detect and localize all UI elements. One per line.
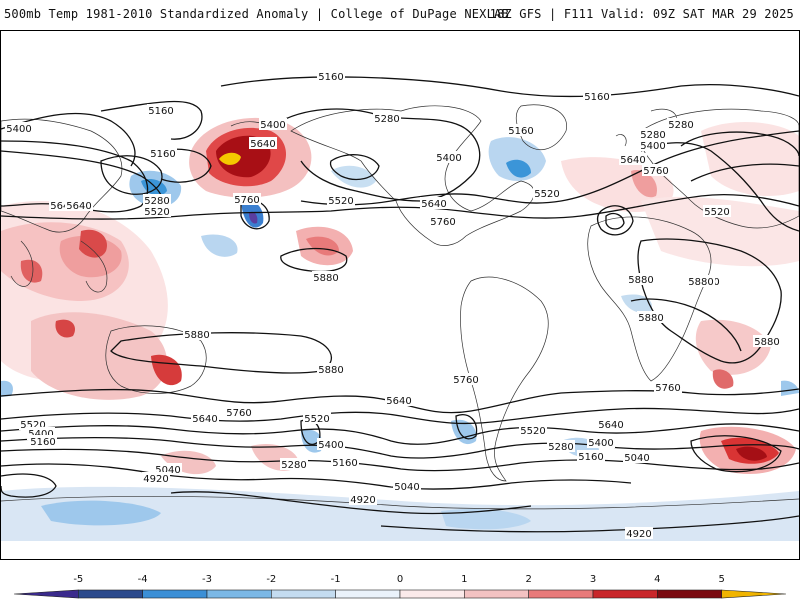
colorbar-segment <box>206 589 272 599</box>
contour-label: 5520 <box>20 420 45 431</box>
colorbar-segment <box>399 589 465 599</box>
colorbar-segment <box>592 589 658 599</box>
colorbar: -5 -4 -3 -2 -1 0 1 2 3 4 5 <box>0 568 800 600</box>
colorbar-arrow-high <box>721 589 787 599</box>
model-run-info: 18Z GFS | F111 Valid: 09Z SAT MAR 29 202… <box>489 7 794 21</box>
contour-label: 5280 <box>548 442 573 453</box>
header: 500mb Temp 1981-2010 Standardized Anomal… <box>0 0 800 30</box>
colorbar-tick-label: 1 <box>461 574 467 585</box>
contour-label: 5400 <box>436 153 461 164</box>
contour-labels: 5160 5160 5160 5280 5400 5400 5640 5640 … <box>5 70 781 540</box>
map-panel: 5160 5160 5160 5280 5400 5400 5640 5640 … <box>0 30 800 560</box>
contour-label: 5280 <box>144 196 169 207</box>
colorbar-segment <box>528 589 594 599</box>
colorbar-tick-label: -3 <box>202 574 212 585</box>
contour-label: 5760 <box>430 217 455 228</box>
colorbar-segments <box>13 589 787 599</box>
map-title: 500mb Temp 1981-2010 Standardized Anomal… <box>4 7 509 21</box>
contour-label: 5520 <box>144 207 169 218</box>
contour-label: 5640 <box>250 139 275 150</box>
contour-label: 5640 <box>598 420 623 431</box>
contour-label: 5880 <box>628 275 653 286</box>
colorbar-segment <box>335 589 401 599</box>
contour-label: 5880 <box>688 277 713 288</box>
contour-label: 5880 <box>638 313 663 324</box>
contour-label: 5640 <box>421 199 446 210</box>
colorbar-segment <box>78 589 143 599</box>
contour-label: 5280 <box>374 114 399 125</box>
contour-label: 5760 <box>453 375 478 386</box>
colorbar-tick-labels: -5 -4 -3 -2 -1 0 1 2 3 4 5 <box>73 574 725 585</box>
contour-label: 5160 <box>584 92 609 103</box>
contour-label: 5280 <box>668 120 693 131</box>
colorbar-arrow-low <box>13 589 79 599</box>
contour-label: 5400 <box>6 124 31 135</box>
contour-label: 4920 <box>626 529 651 540</box>
colorbar-tick-label: -4 <box>138 574 148 585</box>
anomaly-map: 5160 5160 5160 5280 5400 5400 5640 5640 … <box>1 70 799 541</box>
coastlines <box>1 104 799 510</box>
contour-label: 5520 <box>520 426 545 437</box>
colorbar-tick-label: -1 <box>331 574 341 585</box>
contour-label: 5400 <box>28 429 53 440</box>
contour-label: 5520 <box>328 196 353 207</box>
colorbar-tick-label: 2 <box>525 574 531 585</box>
contour-label: 5160 <box>578 452 603 463</box>
contour-label: 5160 <box>508 126 533 137</box>
colorbar-tick-label: -2 <box>266 574 276 585</box>
contour-label: 5160 <box>150 149 175 160</box>
contour-label: 5880 <box>313 273 338 284</box>
contour-label: 5040 <box>394 482 419 493</box>
contour-label: 5640 <box>66 201 91 212</box>
contour-label: 5040 <box>155 465 180 476</box>
colorbar-segment <box>464 589 529 599</box>
contour-label: 5400 <box>640 141 665 152</box>
contour-label: 5880 <box>754 337 779 348</box>
colorbar-tick-label: 3 <box>590 574 596 585</box>
contour-label: 5400 <box>588 438 613 449</box>
colorbar-tick-label: 0 <box>397 574 403 585</box>
colorbar-tick-label: -5 <box>73 574 83 585</box>
contour-label: 5400 <box>260 120 285 131</box>
colorbar-tick-label: 5 <box>718 574 724 585</box>
contour-label: 5280 <box>640 130 665 141</box>
contour-label: 5640 <box>386 396 411 407</box>
contour-label: 5280 <box>281 460 306 471</box>
contour-label: 5160 <box>332 458 357 469</box>
contour-label: 5760 <box>655 383 680 394</box>
contour-label: 5760 <box>643 166 668 177</box>
contour-label: 5640 <box>192 414 217 425</box>
contour-label: 5160 <box>30 437 55 448</box>
colorbar-segment <box>142 589 208 599</box>
contour-label: 5880 <box>318 365 343 376</box>
colorbar-segment <box>271 589 336 599</box>
contour-label: 5400 <box>318 440 343 451</box>
colorbar-svg: -5 -4 -3 -2 -1 0 1 2 3 4 5 <box>13 574 787 599</box>
height-contours <box>1 76 799 533</box>
contour-label: 5520 <box>304 414 329 425</box>
anomaly-shading <box>1 117 799 541</box>
contour-label: 5160 <box>318 72 343 83</box>
contour-label: 5640 <box>620 155 645 166</box>
contour-label: 5640 <box>50 201 75 212</box>
contour-label: 4920 <box>350 495 375 506</box>
contour-label: 5760 <box>226 408 251 419</box>
contour-label: 5160 <box>148 106 173 117</box>
contour-label: 5520 <box>534 189 559 200</box>
colorbar-tick-label: 4 <box>654 574 660 585</box>
contour-label: 5040 <box>624 453 649 464</box>
contour-label: 4920 <box>143 474 168 485</box>
contour-label: 5880 <box>184 330 209 341</box>
contour-label: 5760 <box>234 195 259 206</box>
contour-label: 5520 <box>704 207 729 218</box>
colorbar-segment <box>657 589 722 599</box>
